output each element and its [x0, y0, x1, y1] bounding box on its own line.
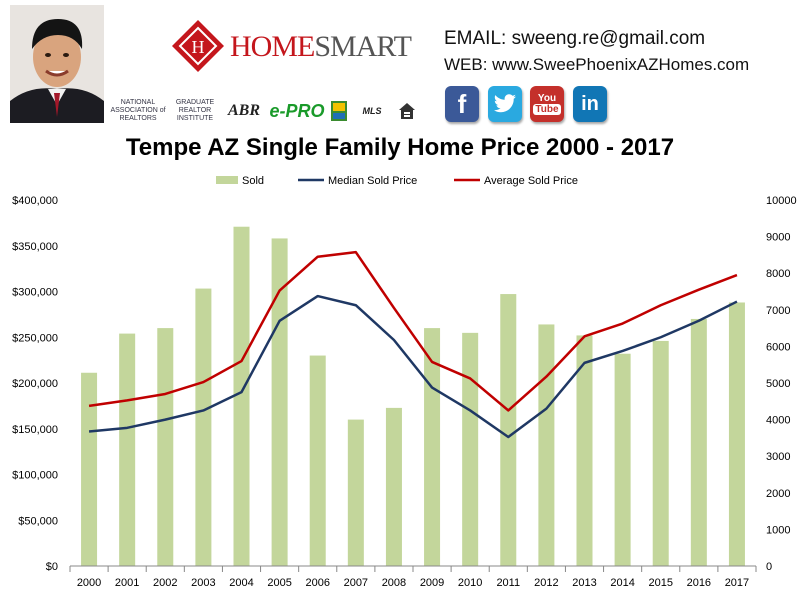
- average-sold-price-line: [88, 250, 738, 412]
- x-tick-label: 2012: [534, 577, 558, 589]
- left-tick-label: $100,000: [12, 470, 58, 482]
- chart-legend: Sold Median Sold Price Average Sold Price: [216, 175, 578, 187]
- left-tick-label: $200,000: [12, 378, 58, 390]
- x-tick-label: 2002: [153, 577, 177, 589]
- median-sold-price-line: [88, 294, 738, 439]
- x-tick-label: 2009: [420, 577, 444, 589]
- sold-bar: [500, 294, 517, 566]
- left-tick-label: $400,000: [12, 195, 58, 207]
- x-tick-label: 2001: [115, 577, 139, 589]
- sold-bar: [385, 407, 402, 566]
- legend-label: Sold: [242, 175, 264, 187]
- right-axis-ticks: 0 1000 2000 3000 4000 5000 6000 7000 8000 9000 100…: [766, 195, 797, 573]
- facebook-icon[interactable]: f: [445, 86, 479, 122]
- right-tick-label: 2000: [766, 488, 790, 500]
- legend-swatch-sold: [216, 176, 238, 184]
- sold-bar: [195, 288, 212, 566]
- youtube-icon-bottom: Tube: [533, 104, 561, 115]
- x-tick-label: 2008: [382, 577, 406, 589]
- left-axis-ticks: $0 $50,000 $100,000 $150,000 $200,000 $250,00…: [12, 195, 58, 573]
- legend-label: Average Sold Price: [484, 175, 578, 187]
- sold-bar: [347, 419, 364, 566]
- linkedin-icon[interactable]: in: [573, 86, 607, 122]
- homesmart-logo: H HOMESMART: [170, 18, 412, 78]
- contact-info: EMAIL: sweeng.re@gmail.com WEB: www.Swee…: [444, 26, 749, 78]
- gri-badge: GRADUATE REALTOR INSTITUTE: [175, 99, 215, 122]
- email-line[interactable]: EMAIL: sweeng.re@gmail.com: [444, 28, 706, 49]
- right-tick-label: 7000: [766, 305, 790, 317]
- sold-bar: [652, 340, 669, 566]
- left-tick-label: $350,000: [12, 241, 58, 253]
- sold-bar: [233, 226, 250, 566]
- svg-text:H: H: [192, 37, 205, 57]
- homesmart-diamond-icon: H: [172, 20, 224, 72]
- right-tick-label: 9000: [766, 232, 790, 244]
- right-tick-label: 0: [766, 561, 772, 573]
- x-tick-label: 2011: [496, 577, 520, 589]
- youtube-icon[interactable]: You Tube: [530, 86, 564, 122]
- sold-bar: [614, 353, 631, 566]
- website-line[interactable]: WEB: www.SweePhoenixAZHomes.com: [444, 55, 750, 74]
- right-tick-label: 1000: [766, 524, 790, 536]
- left-tick-label: $250,000: [12, 332, 58, 344]
- x-tick-label: 2014: [610, 577, 634, 589]
- twitter-icon[interactable]: [488, 86, 522, 122]
- sold-bar: [538, 324, 555, 566]
- left-tick-label: $50,000: [18, 515, 58, 527]
- x-tick-label: 2017: [725, 577, 749, 589]
- x-tick-label: 2004: [229, 577, 253, 589]
- x-tick-label: 2015: [648, 577, 672, 589]
- price-lines: [88, 250, 738, 439]
- agent-photo: [10, 5, 104, 123]
- x-tick-label: 2010: [458, 577, 482, 589]
- sold-bars: [81, 226, 745, 566]
- x-tick-label: 2016: [687, 577, 711, 589]
- sold-bar: [309, 355, 326, 566]
- sold-bar: [576, 335, 593, 566]
- legend-label: Median Sold Price: [328, 175, 417, 187]
- x-tick-label: 2006: [305, 577, 329, 589]
- x-tick-label: 2005: [267, 577, 291, 589]
- sold-bar: [81, 372, 98, 566]
- x-tick-label: 2013: [572, 577, 596, 589]
- equal-housing-icon: [396, 98, 418, 124]
- sold-bar: [157, 328, 174, 566]
- sold-bar: [424, 328, 441, 566]
- right-tick-label: 5000: [766, 378, 790, 390]
- right-tick-label: 6000: [766, 341, 790, 353]
- energy-star-icon: [330, 98, 348, 124]
- youtube-icon-top: You: [537, 93, 557, 104]
- homesmart-wordmark: HOMESMART: [230, 30, 412, 63]
- chart-title: Tempe AZ Single Family Home Price 2000 -…: [125, 134, 675, 161]
- left-tick-label: $150,000: [12, 424, 58, 436]
- page-header: H HOMESMART NATIONAL ASSOCIATION of REAL…: [0, 0, 800, 128]
- right-tick-label: 4000: [766, 415, 790, 427]
- abr-badge: ABR: [227, 102, 260, 119]
- left-tick-label: $300,000: [12, 287, 58, 299]
- sold-bar: [119, 333, 136, 566]
- x-tick-label: 2007: [344, 577, 368, 589]
- mls-badge: MLS: [362, 106, 382, 116]
- sold-bar: [690, 318, 707, 566]
- x-tick-label: 2000: [77, 577, 101, 589]
- credential-badges: NATIONAL ASSOCIATION of REALTORS GRADUAT…: [108, 98, 430, 124]
- right-tick-label: 8000: [766, 268, 790, 280]
- sold-bar: [462, 332, 479, 566]
- epro-badge: e-PRO: [269, 101, 325, 121]
- x-tick-label: 2003: [191, 577, 215, 589]
- price-chart: Sold Median Sold Price Average Sold Price …: [12, 175, 797, 589]
- right-tick-label: 10000: [766, 195, 797, 207]
- sold-bar: [728, 302, 745, 566]
- left-tick-label: $0: [46, 561, 58, 573]
- right-tick-label: 3000: [766, 451, 790, 463]
- nar-realtor-badge: NATIONAL ASSOCIATION of REALTORS: [110, 99, 166, 122]
- x-axis: 2000 2001 2002 2003 2004 2005 2006 2007 2008 2009…: [69, 565, 757, 589]
- sold-bar: [271, 238, 288, 566]
